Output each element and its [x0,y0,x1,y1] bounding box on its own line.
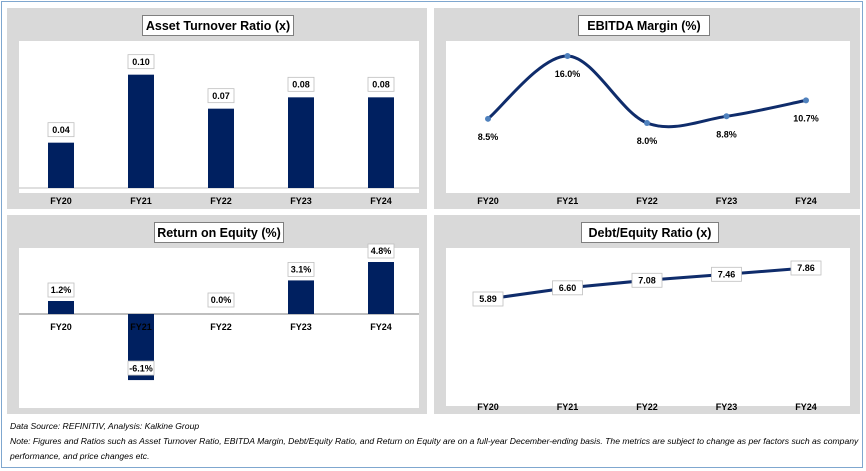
asset-turnover-chart: 0.04 0.10 0.07 0.08 0.08 FY20 FY21 FY22 FY23 FY24 [19,41,419,206]
x-tick-label: FY22 [636,196,658,206]
svg-text:0.04: 0.04 [52,125,70,135]
x-tick-label: FY24 [370,322,392,332]
point-FY20 [485,115,491,122]
svg-text:0.10: 0.10 [132,57,150,67]
data-label-FY23: 8.8% [716,129,737,139]
svg-text:7.86: 7.86 [797,263,815,273]
svg-text:7.46: 7.46 [718,269,736,279]
svg-text:-6.1%: -6.1% [129,363,153,373]
data-label-FY22: 8.0% [637,136,658,146]
data-label-FY23: 7.46 [711,266,742,282]
point-FY24 [803,97,809,104]
data-source-text: Data Source: REFINITIV, Analysis: Kalkin… [10,421,200,431]
point-FY23 [723,113,730,120]
asset-turnover-panel: Asset Turnover Ratio (x) 0.04 0.10 0.07 0.0… [7,8,427,209]
data-label-FY22: 0.0% [207,292,235,308]
data-label-FY22: 0.07 [207,88,235,104]
svg-text:0.08: 0.08 [292,80,310,90]
return-on-equity-panel: Return on Equity (%) 1.2% -6.1% 0.0% 3.1% 4.… [7,215,427,414]
point-FY21 [564,53,571,59]
x-tick-label: FY22 [210,322,232,332]
x-tick-label: FY23 [290,196,312,206]
point-FY22 [644,120,650,126]
svg-text:5.89: 5.89 [479,294,497,304]
x-tick-label: FY22 [210,196,232,206]
return-on-equity-chart: 1.2% -6.1% 0.0% 3.1% 4.8% FY20 FY21 FY22 FY23 FY2… [19,243,419,408]
data-label-FY21: 6.60 [552,280,583,296]
svg-text:0.0%: 0.0% [211,295,232,305]
svg-text:6.60: 6.60 [559,283,577,293]
data-label-FY21: 16.0% [555,69,581,79]
plot-area [19,248,419,408]
x-tick-label: FY20 [477,196,499,206]
x-tick-label: FY21 [130,322,152,332]
bar-FY20 [48,301,74,314]
data-label-FY21: 0.10 [127,54,155,70]
x-tick-label: FY20 [477,402,499,412]
data-label-FY24: 4.8% [367,243,395,259]
plot-area [446,248,850,406]
svg-text:0.07: 0.07 [212,91,230,101]
data-label-FY20: 0.04 [47,122,75,138]
debt-equity-panel: Debt/Equity Ratio (x) 5.89 6.60 7.08 7.46 7.… [434,215,860,414]
note-text: Note: Figures and Ratios such as Asset T… [10,436,859,461]
x-tick-label: FY20 [50,196,72,206]
x-tick-label: FY23 [716,402,738,412]
bar-FY24 [368,97,394,188]
x-tick-label: FY24 [795,196,817,206]
data-label-FY21: -6.1% [127,360,155,376]
x-tick-label: FY24 [370,196,392,206]
svg-text:7.08: 7.08 [638,275,656,285]
x-tick-label: FY21 [557,196,579,206]
data-label-FY24: 10.7% [793,113,819,123]
plot-area [446,41,850,193]
bar-FY21 [128,74,154,188]
chart-title: Debt/Equity Ratio (x) [581,222,719,243]
data-label-FY23: 0.08 [287,76,315,92]
data-label-FY20: 8.5% [478,132,499,142]
x-tick-label: FY23 [716,196,738,206]
data-label-FY22: 7.08 [631,272,663,288]
x-tick-label: FY21 [557,402,579,412]
svg-text:0.08: 0.08 [372,80,390,90]
bar-FY20 [48,142,74,188]
chart-title: Return on Equity (%) [154,222,284,243]
chart-title: EBITDA Margin (%) [578,15,710,36]
bar-FY22 [208,108,234,188]
bar-FY24 [368,262,394,314]
data-label-FY23: 3.1% [287,262,315,277]
data-label-FY20: 1.2% [47,282,75,298]
svg-text:1.2%: 1.2% [51,285,72,295]
x-tick-label: FY20 [50,322,72,332]
x-tick-label: FY21 [130,196,152,206]
x-tick-label: FY22 [636,402,658,412]
svg-text:4.8%: 4.8% [371,246,392,256]
data-label-FY24: 7.86 [790,260,822,276]
x-tick-label: FY24 [795,402,817,412]
data-label-FY20: 5.89 [472,291,504,307]
bar-FY23 [288,97,314,188]
x-tick-label: FY23 [290,322,312,332]
debt-equity-chart: 5.89 6.60 7.08 7.46 7.86 FY20 FY21 FY22 FY23 FY24 [446,248,850,412]
bar-FY23 [288,280,314,314]
data-label-FY24: 0.08 [367,76,395,92]
footer: Data Source: REFINITIV, Analysis: Kalkin… [10,419,860,464]
svg-text:3.1%: 3.1% [291,265,312,275]
ebitda-margin-panel: EBITDA Margin (%) 8.5% 16.0% 8.0% 8.8% 10.7%… [434,8,860,209]
chart-title: Asset Turnover Ratio (x) [142,15,294,36]
ebitda-margin-chart: 8.5% 16.0% 8.0% 8.8% 10.7% FY20 FY21 FY22 FY23 FY… [446,41,850,206]
